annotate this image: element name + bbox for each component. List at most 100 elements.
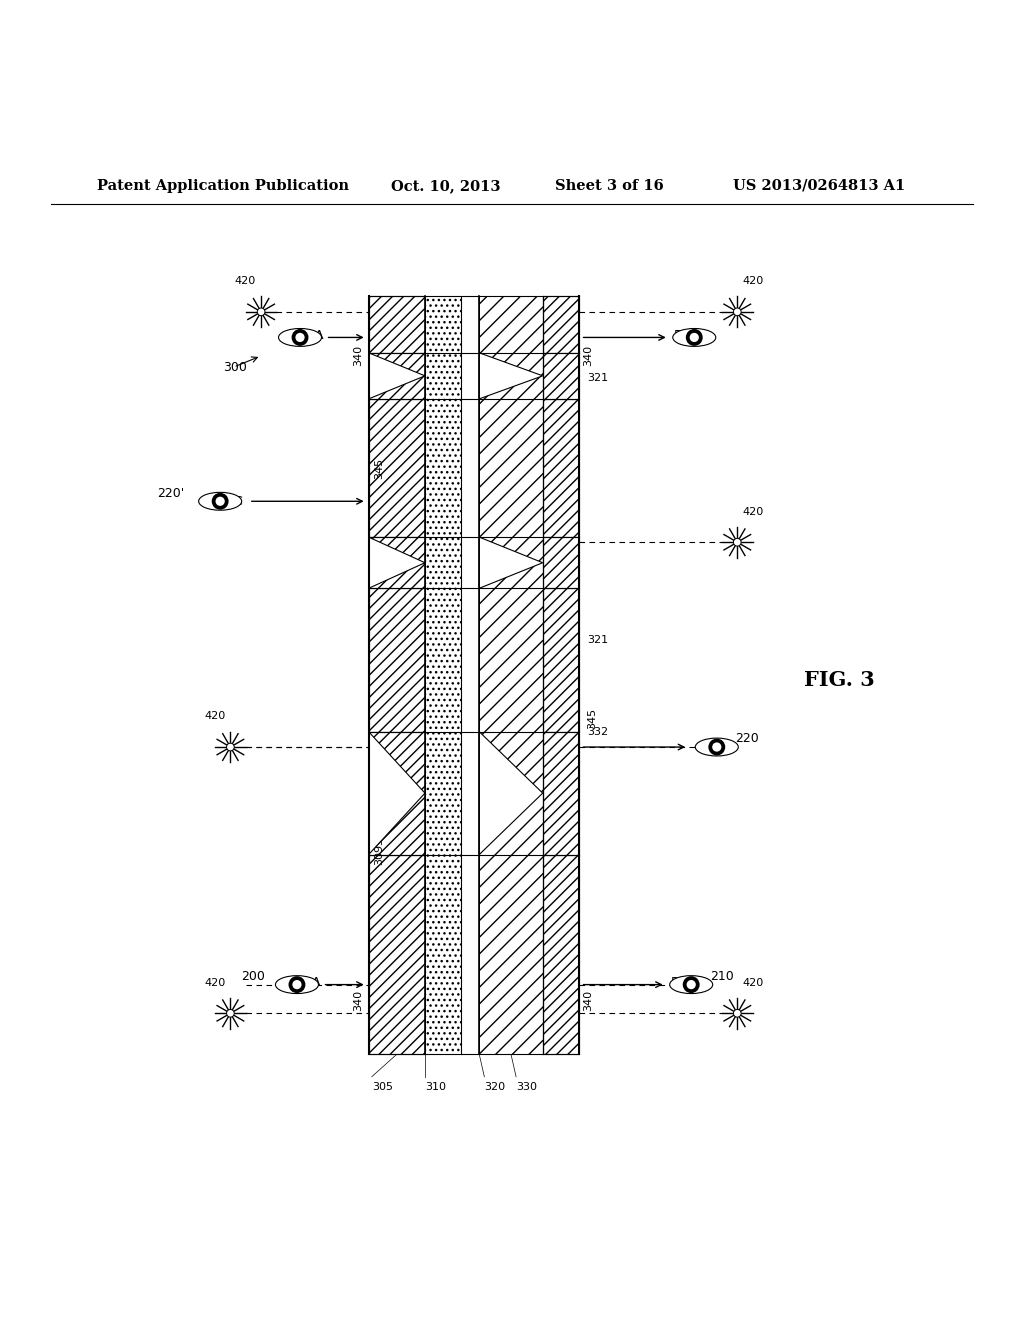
- Circle shape: [257, 308, 265, 315]
- Bar: [461, 297, 479, 352]
- Bar: [461, 589, 479, 731]
- Bar: [369, 731, 425, 854]
- Text: 332: 332: [587, 727, 608, 737]
- Text: A: A: [315, 329, 324, 342]
- Text: 345: 345: [587, 708, 597, 729]
- Bar: [543, 589, 579, 731]
- Circle shape: [733, 308, 741, 315]
- Polygon shape: [479, 352, 543, 399]
- Text: 330: 330: [516, 1082, 538, 1092]
- Circle shape: [289, 977, 305, 993]
- Text: C: C: [695, 741, 705, 754]
- Bar: [543, 537, 579, 589]
- Text: 420: 420: [742, 507, 764, 516]
- Bar: [479, 854, 543, 1055]
- Bar: [543, 399, 579, 537]
- Text: US 2013/0264813 A1: US 2013/0264813 A1: [733, 180, 905, 193]
- Text: 200: 200: [241, 970, 264, 983]
- Text: 210: 210: [710, 970, 733, 983]
- Text: 420: 420: [742, 276, 764, 286]
- Ellipse shape: [275, 975, 318, 994]
- Bar: [543, 731, 579, 854]
- Bar: [425, 537, 461, 589]
- Bar: [479, 352, 543, 399]
- Text: 321: 321: [587, 635, 608, 644]
- Text: 220': 220': [157, 487, 184, 499]
- Text: 305: 305: [372, 1082, 393, 1092]
- Ellipse shape: [199, 492, 242, 511]
- Circle shape: [733, 539, 741, 546]
- Text: 220: 220: [735, 733, 759, 746]
- Bar: [369, 399, 425, 537]
- Text: 340: 340: [584, 346, 594, 367]
- Ellipse shape: [670, 975, 713, 994]
- Bar: [425, 589, 461, 731]
- Bar: [369, 854, 425, 1055]
- Polygon shape: [479, 731, 543, 854]
- Bar: [543, 854, 579, 1055]
- Bar: [425, 352, 461, 399]
- Bar: [369, 352, 425, 399]
- Ellipse shape: [695, 738, 738, 756]
- Bar: [479, 537, 543, 589]
- Circle shape: [690, 333, 698, 342]
- Bar: [479, 297, 543, 352]
- Text: 300: 300: [223, 360, 247, 374]
- Text: Oct. 10, 2013: Oct. 10, 2013: [391, 180, 500, 193]
- Bar: [479, 589, 543, 731]
- Text: 310: 310: [425, 1082, 446, 1092]
- Text: 420: 420: [204, 711, 225, 722]
- Text: FIG. 3: FIG. 3: [804, 671, 876, 690]
- Text: 420: 420: [742, 978, 764, 987]
- Polygon shape: [369, 352, 425, 399]
- Polygon shape: [369, 731, 425, 854]
- Text: Patent Application Publication: Patent Application Publication: [97, 180, 349, 193]
- Text: 340: 340: [584, 990, 594, 1011]
- Bar: [425, 399, 461, 537]
- Circle shape: [686, 329, 702, 346]
- Bar: [425, 854, 461, 1055]
- Bar: [369, 297, 425, 352]
- Ellipse shape: [279, 329, 322, 346]
- Circle shape: [683, 977, 699, 993]
- Ellipse shape: [673, 329, 716, 346]
- Circle shape: [709, 739, 725, 755]
- Bar: [425, 731, 461, 854]
- Text: A: A: [312, 975, 321, 989]
- Bar: [543, 352, 579, 399]
- Circle shape: [295, 333, 305, 342]
- Circle shape: [215, 496, 225, 506]
- Text: B: B: [671, 975, 679, 989]
- Text: 420: 420: [234, 276, 256, 286]
- Bar: [461, 854, 479, 1055]
- Text: 309: 309: [374, 843, 384, 865]
- Text: 320: 320: [484, 1082, 506, 1092]
- Circle shape: [226, 1010, 234, 1018]
- Bar: [369, 537, 425, 589]
- Bar: [479, 731, 543, 854]
- Text: 420: 420: [204, 978, 225, 987]
- Polygon shape: [479, 537, 543, 589]
- Text: 345: 345: [374, 458, 384, 479]
- Text: B: B: [674, 329, 682, 342]
- Circle shape: [687, 979, 696, 989]
- Bar: [461, 731, 479, 854]
- Bar: [461, 537, 479, 589]
- Bar: [479, 399, 543, 537]
- Text: 321: 321: [587, 374, 608, 383]
- Bar: [369, 589, 425, 731]
- Circle shape: [713, 742, 721, 751]
- Text: C: C: [233, 495, 243, 508]
- Text: Sheet 3 of 16: Sheet 3 of 16: [555, 180, 664, 193]
- Bar: [543, 297, 579, 352]
- Bar: [425, 297, 461, 352]
- Bar: [461, 352, 479, 399]
- Circle shape: [212, 492, 228, 510]
- Circle shape: [226, 743, 234, 751]
- Polygon shape: [369, 537, 425, 589]
- Text: 307: 307: [374, 824, 384, 845]
- Circle shape: [293, 979, 301, 989]
- Text: 340: 340: [353, 346, 364, 367]
- Text: 340: 340: [353, 990, 364, 1011]
- Circle shape: [733, 1010, 741, 1018]
